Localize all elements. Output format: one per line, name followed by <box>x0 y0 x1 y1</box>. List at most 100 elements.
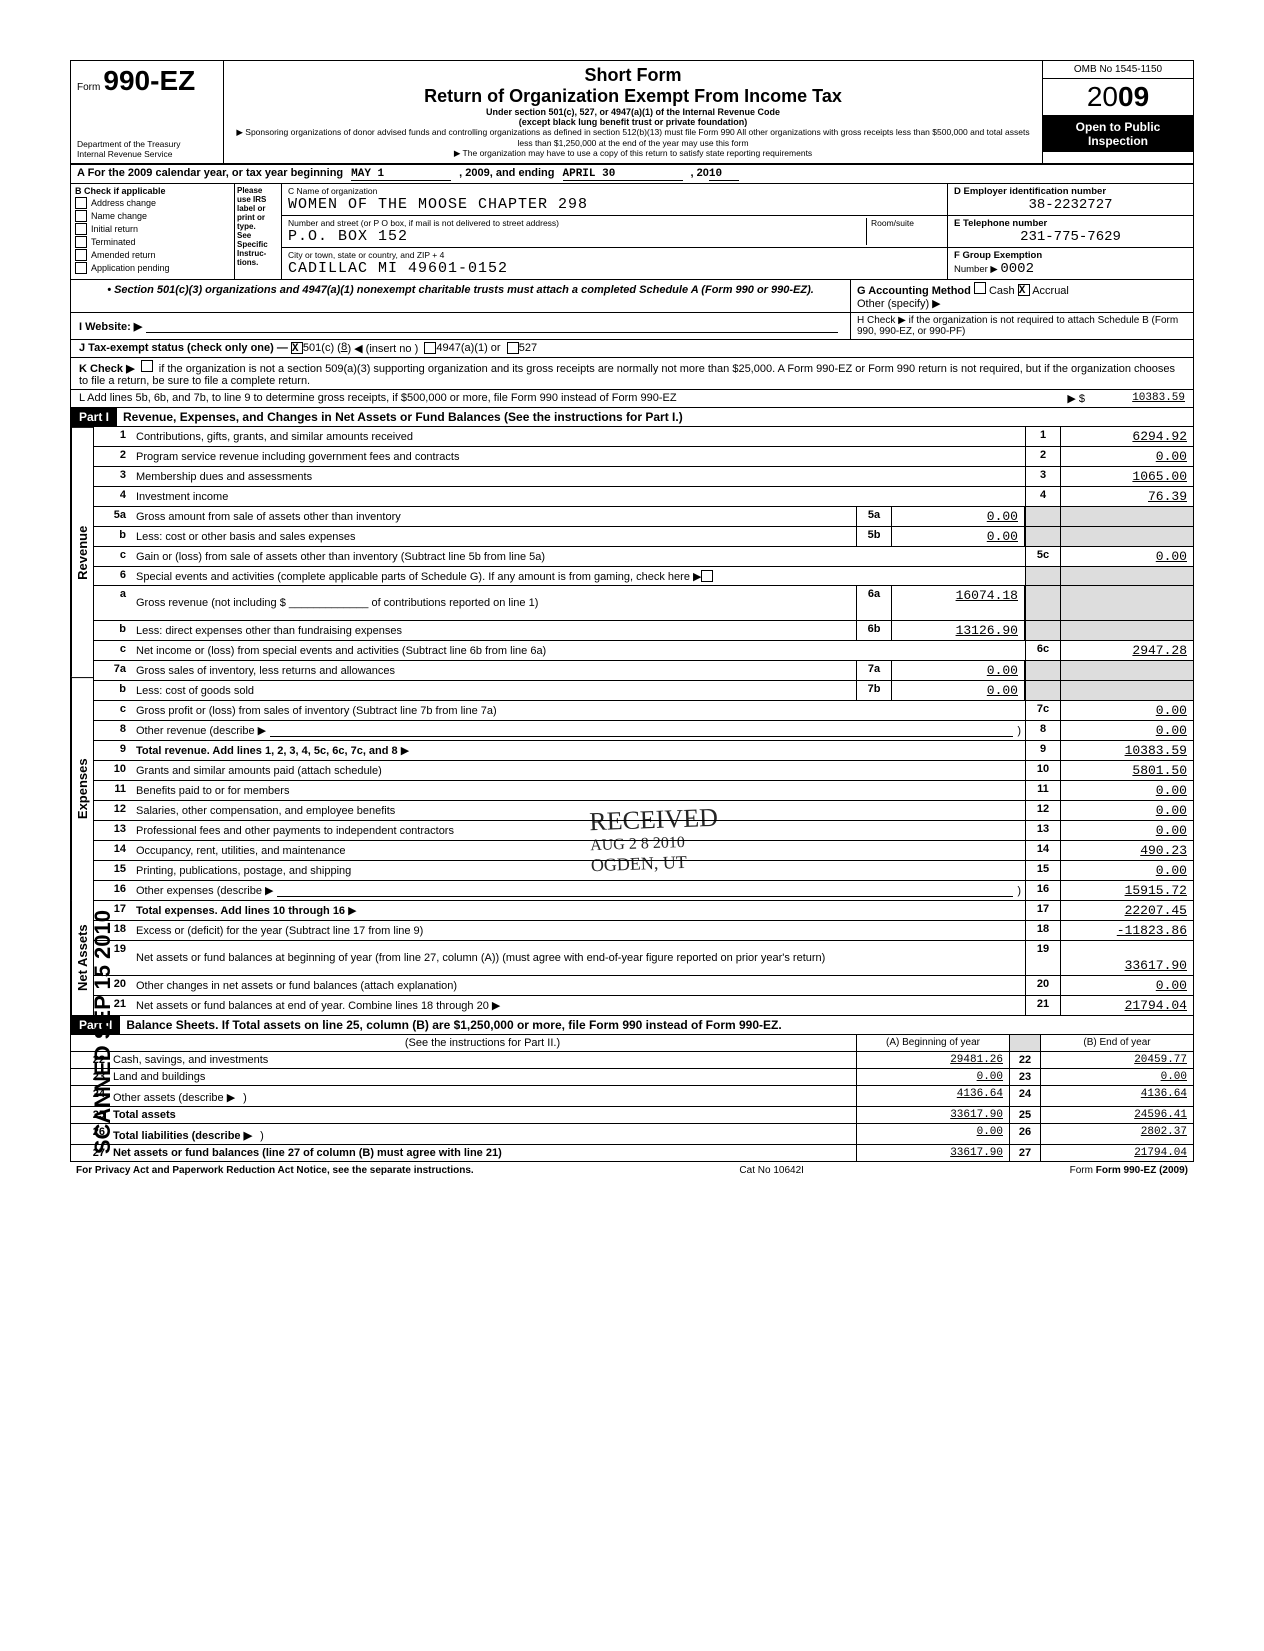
line-19: 19 Net assets or fund balances at beginn… <box>94 941 1193 976</box>
line-7c: c Gross profit or (loss) from sales of i… <box>94 701 1193 721</box>
subtitle1: Under section 501(c), 527, or 4947(a)(1)… <box>232 107 1034 117</box>
describe-field[interactable] <box>277 884 1013 897</box>
line-5c: c Gain or (loss) from sale of assets oth… <box>94 547 1193 567</box>
year-suffix: 09 <box>1118 81 1149 112</box>
part1-title: Revenue, Expenses, and Changes in Net As… <box>117 408 689 426</box>
line-6a: a Gross revenue (not including $ _______… <box>94 586 1193 621</box>
checkbox-icon[interactable] <box>75 236 87 248</box>
amt-val: 1065.00 <box>1061 467 1193 486</box>
line-6c: c Net income or (loss) from special even… <box>94 641 1193 661</box>
public-inspection: Open to Public Inspection <box>1043 116 1193 152</box>
checkbox-icon[interactable] <box>424 342 436 354</box>
b-item-label: Name change <box>91 211 147 221</box>
sub-num: 7b <box>856 681 892 700</box>
shade-cell <box>1025 661 1061 680</box>
j-527: 527 <box>519 342 537 355</box>
line-17: 17 Total expenses. Add lines 10 through … <box>94 901 1193 921</box>
pub-line1: Open to Public <box>1047 120 1189 134</box>
please-text: type. <box>237 222 279 231</box>
line-num: 2 <box>94 447 132 466</box>
amt-val: 10383.59 <box>1061 741 1193 760</box>
mid-num: 27 <box>1009 1145 1041 1161</box>
checkbox-icon[interactable] <box>701 570 713 582</box>
col-b-val: 4136.64 <box>1041 1086 1193 1106</box>
section-b: B Check if applicable Address change Nam… <box>71 184 235 279</box>
line-desc: Salaries, other compensation, and employ… <box>136 805 395 817</box>
footer-mid: Cat No 10642I <box>739 1165 804 1176</box>
arrow-icon: ▶ <box>348 904 356 917</box>
amt-val: 2947.28 <box>1061 641 1193 660</box>
line-num: 16 <box>94 881 132 900</box>
line-desc: Total expenses. Add lines 10 through 16 <box>136 905 345 917</box>
line-num: 6 <box>94 567 132 585</box>
shade-cell <box>1061 567 1193 585</box>
form-footer: For Privacy Act and Paperwork Reduction … <box>70 1162 1194 1179</box>
line-8: 8 Other revenue (describe ▶) 8 0.00 <box>94 721 1193 741</box>
col-a-val: 33617.90 <box>856 1145 1009 1161</box>
shade-cell <box>1009 1035 1041 1051</box>
describe-field[interactable] <box>270 724 1013 737</box>
section-501-g: • Section 501(c)(3) organizations and 49… <box>71 280 1193 313</box>
col-a-val: 0.00 <box>856 1124 1009 1144</box>
line-desc: Grants and similar amounts paid (attach … <box>136 765 382 777</box>
line-15: 15 Printing, publications, postage, and … <box>94 861 1193 881</box>
line-num: 10 <box>94 761 132 780</box>
checkbox-checked-icon[interactable] <box>291 342 303 354</box>
amt-num: 4 <box>1025 487 1061 506</box>
shade-cell <box>1061 527 1193 546</box>
org-addr: P.O. BOX 152 <box>288 228 866 245</box>
line-desc: Contributions, gifts, grants, and simila… <box>136 431 413 443</box>
line-desc: Gross amount from sale of assets other t… <box>136 511 401 523</box>
b-initial-return: Initial return <box>75 223 230 235</box>
part1-label: Part I <box>71 408 117 426</box>
line-27: 27 Net assets or fund balances (line 27 … <box>71 1145 1193 1161</box>
amt-num: 16 <box>1025 881 1061 900</box>
period-mid: , 2009, and ending <box>459 167 554 179</box>
line-desc: Investment income <box>136 491 228 503</box>
period-end-year: 10 <box>709 168 739 181</box>
line-desc: Professional fees and other payments to … <box>136 825 454 837</box>
amt-num: 10 <box>1025 761 1061 780</box>
line-num: c <box>94 641 132 660</box>
checkbox-icon[interactable] <box>141 360 153 372</box>
please-text: use IRS <box>237 195 279 204</box>
checkbox-icon[interactable] <box>75 210 87 222</box>
title-line1: Short Form <box>232 65 1034 86</box>
amt-val: 22207.45 <box>1061 901 1193 920</box>
org-city-row: City or town, state or country, and ZIP … <box>282 248 947 279</box>
i-label: I Website: ▶ <box>79 320 142 333</box>
checkbox-icon[interactable] <box>507 342 519 354</box>
line-16: 16 Other expenses (describe ▶) 16 15915.… <box>94 881 1193 901</box>
line-num: c <box>94 701 132 720</box>
amt-num: 17 <box>1025 901 1061 920</box>
checkbox-icon[interactable] <box>75 262 87 274</box>
col-a-val: 29481.26 <box>856 1052 1009 1068</box>
line-num: 12 <box>94 801 132 820</box>
sub-val: 13126.90 <box>892 621 1025 640</box>
website-field[interactable] <box>146 320 838 333</box>
line-18: 18 Excess or (deficit) for the year (Sub… <box>94 921 1193 941</box>
checkbox-icon[interactable] <box>75 249 87 261</box>
b-item-label: Terminated <box>91 237 136 247</box>
line-desc: Special events and activities (complete … <box>136 570 701 583</box>
part2-title: Balance Sheets. If Total assets on line … <box>120 1016 787 1034</box>
title-line2: Return of Organization Exempt From Incom… <box>232 86 1034 107</box>
col-a-val: 0.00 <box>856 1069 1009 1085</box>
amt-val: 0.00 <box>1061 447 1193 466</box>
line-desc: Cash, savings, and investments <box>109 1052 856 1068</box>
amt-val: 21794.04 <box>1061 996 1193 1015</box>
checkbox-icon[interactable] <box>75 223 87 235</box>
checkbox-icon[interactable] <box>974 282 986 294</box>
please-text: See <box>237 231 279 240</box>
section-k: K Check ▶ if the organization is not a s… <box>71 358 1193 390</box>
amt-val: 490.23 <box>1061 841 1193 860</box>
line-desc: Gain or (loss) from sale of assets other… <box>136 551 545 563</box>
checkbox-icon[interactable] <box>75 197 87 209</box>
amt-num: 18 <box>1025 921 1061 940</box>
checkbox-checked-icon[interactable] <box>1018 284 1030 296</box>
line-desc: Net assets or fund balances at end of ye… <box>136 1000 489 1012</box>
col-a-header: (A) Beginning of year <box>856 1035 1009 1051</box>
l-value: 10383.59 <box>1085 392 1185 405</box>
sub-num: 6b <box>856 621 892 640</box>
amt-val: 0.00 <box>1061 821 1193 840</box>
